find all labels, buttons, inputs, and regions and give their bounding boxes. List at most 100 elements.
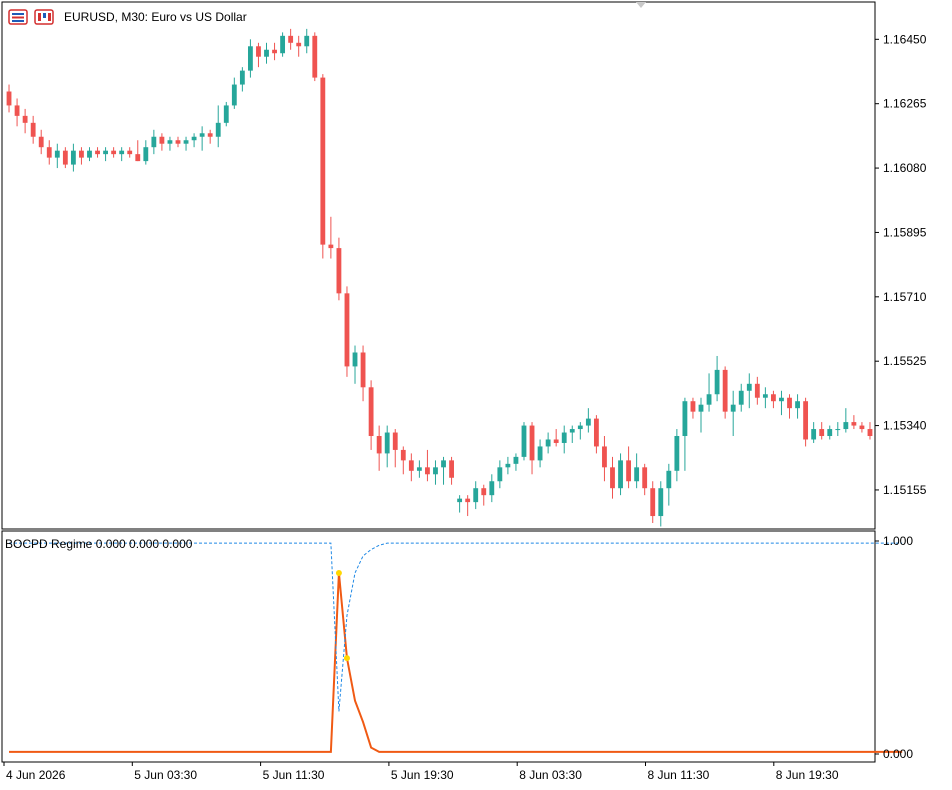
- candle-body: [191, 136, 197, 141]
- candle-body: [489, 481, 495, 496]
- candle-body: [95, 150, 100, 155]
- time-label: 5 Jun 03:30: [134, 768, 197, 782]
- candle-body: [465, 498, 471, 503]
- candle-body: [264, 49, 269, 57]
- candle-body: [416, 467, 422, 471]
- candle-body: [6, 91, 12, 106]
- chart-header: EURUSD, M30: Euro vs US Dollar: [8, 8, 247, 26]
- candle-body: [561, 432, 567, 443]
- candle-body: [296, 42, 302, 47]
- time-label: 8 Jun 03:30: [519, 768, 582, 782]
- indicator-axis: 1.000 0.000: [875, 534, 913, 761]
- candle-body: [384, 432, 390, 454]
- candle-body: [239, 70, 245, 85]
- candle-body: [449, 460, 454, 478]
- candle-body: [537, 446, 543, 461]
- candle-body: [247, 46, 253, 71]
- price-axis[interactable]: 1.16450 1.16265 1.16080 1.15895 1.15710 1.155…: [875, 32, 927, 497]
- time-label: 8 Jun 11:30: [648, 768, 710, 782]
- candle-body: [433, 467, 438, 475]
- price-label: 1.15710: [883, 290, 927, 304]
- candle-body: [111, 150, 117, 155]
- price-label: 1.16080: [883, 161, 927, 175]
- candle-body: [408, 460, 414, 471]
- candle-body: [38, 136, 44, 148]
- candle-body: [135, 154, 141, 162]
- candle-body: [513, 456, 519, 464]
- candle-body: [62, 150, 68, 165]
- time-axis[interactable]: 4 Jun 2026 5 Jun 03:30 5 Jun 11:30 5 Jun 19…: [3, 762, 839, 782]
- candle-body: [320, 77, 326, 245]
- candle-body: [14, 105, 20, 116]
- candle-body: [425, 467, 430, 475]
- indicator-axis-label: 0.000: [883, 747, 913, 761]
- candle-body: [312, 35, 318, 78]
- candle-body: [352, 352, 358, 367]
- candle-body: [795, 401, 800, 409]
- candle-body: [22, 115, 28, 123]
- candle-body: [280, 35, 286, 54]
- candle-body: [70, 150, 76, 165]
- candle-body: [714, 369, 720, 395]
- candle-body: [103, 150, 108, 155]
- candle-body: [159, 136, 165, 144]
- candle-body: [610, 467, 615, 489]
- candle-body: [199, 133, 205, 137]
- candle-body: [553, 439, 559, 443]
- candle-body: [272, 49, 277, 54]
- candle-body: [545, 439, 551, 447]
- candle-body: [215, 122, 221, 137]
- candle-body: [497, 467, 503, 482]
- chart-properties-icon[interactable]: [34, 9, 54, 25]
- price-label: 1.15525: [883, 354, 927, 368]
- candle-body: [400, 449, 406, 461]
- candle-body: [650, 488, 656, 517]
- candle-body: [859, 425, 865, 430]
- chart-shift-marker: [636, 2, 646, 8]
- candle-body: [256, 46, 261, 57]
- candle-body: [738, 390, 744, 405]
- candle-body: [304, 35, 310, 47]
- candle-body: [634, 467, 640, 482]
- candle-body: [79, 150, 84, 158]
- price-label: 1.15155: [883, 483, 927, 497]
- candle-body: [505, 463, 511, 468]
- indicator-pane: [9, 542, 903, 753]
- candle-body: [441, 460, 446, 468]
- candle-body: [754, 383, 760, 398]
- candle-body: [779, 397, 784, 402]
- candle-body: [288, 35, 294, 43]
- candle-body: [46, 147, 52, 158]
- candle-body: [376, 436, 382, 454]
- changepoint-marker: [343, 655, 350, 662]
- candle-body: [175, 140, 181, 144]
- candle-body: [231, 84, 237, 106]
- candle-body: [730, 404, 736, 412]
- candle-body: [867, 429, 873, 437]
- changepoint-marker: [335, 569, 342, 576]
- time-label: 4 Jun 2026: [6, 768, 66, 782]
- candle-body: [626, 460, 632, 482]
- regime-stable-line: [9, 542, 903, 712]
- candle-body: [481, 488, 487, 496]
- candle-body: [682, 401, 688, 437]
- candle-body: [690, 401, 696, 412]
- candle-body: [87, 150, 92, 158]
- chart-frame: [1, 1, 876, 763]
- candle-body: [223, 105, 229, 123]
- price-label: 1.15895: [883, 225, 927, 239]
- one-click-trading-icon[interactable]: [8, 9, 28, 25]
- candle-body: [787, 397, 792, 409]
- candle-body: [602, 446, 607, 468]
- indicator-axis-label: 1.000: [883, 534, 913, 548]
- candle-body: [521, 425, 527, 457]
- candle-body: [746, 383, 752, 391]
- candle-body: [529, 425, 535, 461]
- candle-body: [593, 418, 599, 447]
- indicator-title: BOCPD Regime 0.000 0.000 0.000: [5, 537, 193, 551]
- candle-body: [698, 404, 704, 412]
- candle-body: [336, 248, 342, 294]
- candle-body: [642, 467, 648, 489]
